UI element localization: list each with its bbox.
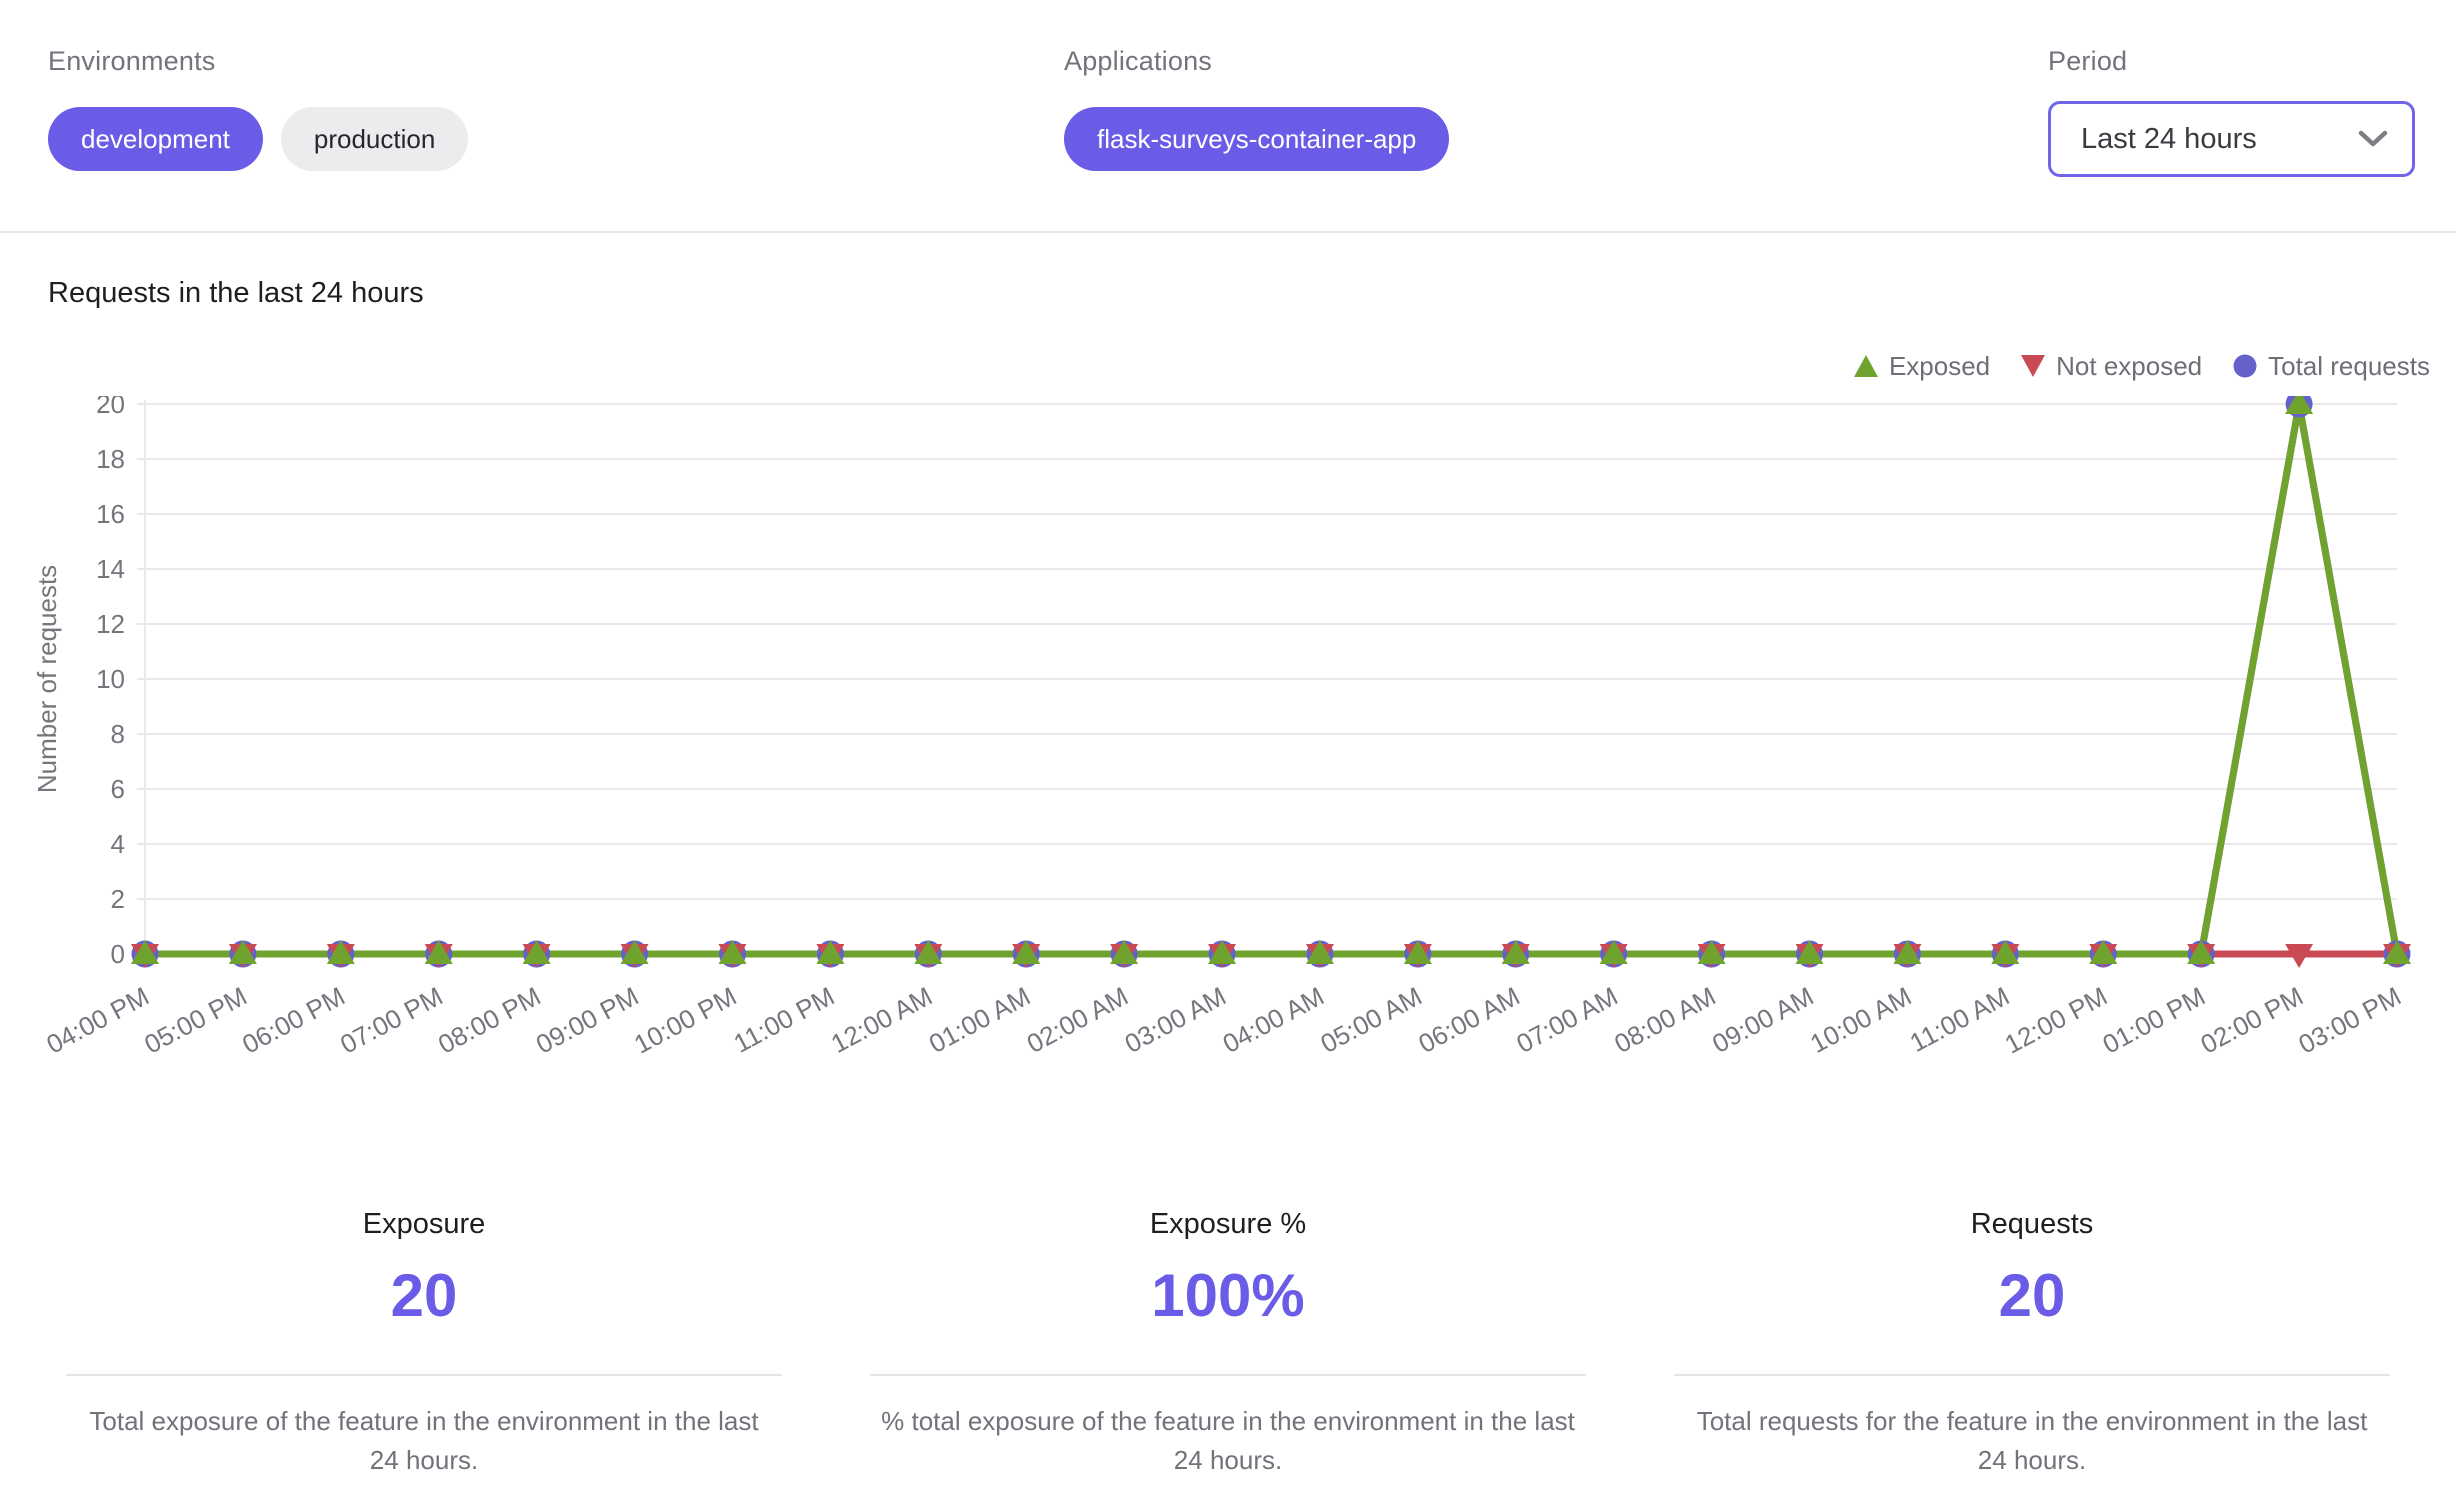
svg-text:8: 8 [111, 719, 125, 749]
application-chip-flask-surveys-container-app[interactable]: flask-surveys-container-app [1064, 107, 1450, 171]
x-tick-label: 06:00 AM [1414, 981, 1525, 1059]
x-tick-label: 08:00 AM [1609, 981, 1720, 1059]
stat-value: 100% [1151, 1262, 1305, 1329]
x-tick-label: 05:00 AM [1316, 981, 1427, 1059]
x-tick-label: 02:00 AM [1022, 981, 1133, 1059]
applications-label: Applications [1064, 46, 1212, 76]
x-tick-label: 07:00 PM [335, 981, 447, 1060]
environment-chip-development[interactable]: development [48, 107, 263, 171]
x-tick-label: 10:00 PM [629, 981, 741, 1060]
stat-title: Exposure [362, 1208, 486, 1240]
filter-applications: Applications flask-surveys-container-app [1064, 46, 2048, 171]
svg-text:20: 20 [96, 396, 125, 419]
legend-item-total-requests[interactable]: Total requests [2232, 351, 2430, 382]
stat-card-exposure-percent: Exposure % 100% % total exposure of the … [870, 1208, 1586, 1480]
x-tick-label: 10:00 AM [1805, 981, 1916, 1059]
x-tick-label: 09:00 PM [531, 981, 643, 1060]
stats-row: Exposure 20 Total exposure of the featur… [0, 1208, 2456, 1480]
triangle-down-icon [2021, 355, 2046, 377]
environments-label: Environments [48, 46, 216, 76]
legend-label: Exposed [1888, 350, 1991, 381]
svg-text:12: 12 [96, 609, 125, 639]
stat-description: % total exposure of the feature in the e… [881, 1406, 1575, 1475]
environment-chips: development production [48, 107, 1064, 171]
period-select[interactable]: Last 24 hours [2048, 101, 2415, 177]
y-axis-label: Number of requests [32, 565, 62, 793]
chevron-down-icon [2358, 130, 2388, 147]
x-tick-label: 07:00 AM [1511, 981, 1622, 1059]
x-tick-label: 02:00 PM [2196, 981, 2308, 1060]
chart-legend: Exposed Not exposed Total requests [0, 350, 2430, 382]
application-chips: flask-surveys-container-app [1064, 107, 2048, 171]
legend-item-not-exposed[interactable]: Not exposed [2020, 351, 2202, 382]
svg-text:6: 6 [111, 774, 125, 804]
legend-item-exposed[interactable]: Exposed [1853, 351, 1990, 382]
circle-icon [2233, 354, 2257, 378]
x-tick-label: 08:00 PM [433, 981, 545, 1060]
filter-environments: Environments development production [48, 46, 1064, 171]
x-tick-label: 11:00 PM [729, 981, 840, 1059]
period-select-value: Last 24 hours [2081, 122, 2257, 155]
x-tick-label: 09:00 AM [1707, 981, 1818, 1059]
svg-text:16: 16 [96, 499, 125, 529]
stat-divider [870, 1374, 1586, 1376]
filters-bar: Environments development production Appli… [0, 0, 2456, 177]
stat-value: 20 [1998, 1262, 2066, 1329]
requests-line-chart: 0 2 4 6 8 10 12 14 16 18 20 Number of requests 04:00… [32, 396, 2411, 1060]
svg-text:14: 14 [96, 554, 125, 584]
stat-description: Total exposure of the feature in the env… [89, 1406, 759, 1475]
stat-divider [66, 1374, 782, 1376]
x-tick-label: 11:00 AM [1905, 981, 2014, 1058]
stat-description: Total requests for the feature in the en… [1696, 1406, 2368, 1475]
svg-text:0: 0 [111, 939, 125, 969]
metrics-chart-section: Requests in the last 24 hours Exposed Not… [0, 277, 2456, 1096]
svg-text:4: 4 [111, 829, 125, 859]
stat-card-exposure: Exposure 20 Total exposure of the featur… [66, 1208, 782, 1480]
svg-text:18: 18 [96, 444, 125, 474]
section-divider [0, 231, 2456, 233]
stat-value: 20 [390, 1262, 458, 1329]
legend-label: Total requests [2268, 350, 2430, 381]
chart-title: Requests in the last 24 hours [48, 277, 424, 309]
period-label: Period [2048, 46, 2128, 76]
x-tick-label: 01:00 AM [924, 981, 1035, 1059]
x-tick-label: 06:00 PM [237, 981, 349, 1060]
stat-card-requests: Requests 20 Total requests for the featu… [1674, 1208, 2390, 1480]
environment-chip-production[interactable]: production [280, 107, 469, 171]
x-tick-label: 12:00 AM [826, 981, 937, 1059]
svg-text:10: 10 [96, 664, 125, 694]
filter-period: Period Last 24 hours [2048, 46, 2415, 177]
x-tick-label: 05:00 PM [139, 981, 251, 1060]
x-tick-label: 04:00 PM [41, 981, 153, 1060]
x-tick-label: 03:00 AM [1120, 981, 1231, 1059]
triangle-up-icon [1853, 355, 1878, 377]
stat-title: Requests [1970, 1208, 2094, 1240]
x-tick-label: 03:00 PM [2293, 981, 2405, 1060]
legend-label: Not exposed [2056, 350, 2203, 381]
x-tick-label: 12:00 PM [2000, 981, 2112, 1060]
svg-text:2: 2 [111, 884, 125, 914]
stat-divider [1674, 1374, 2390, 1376]
x-tick-label: 01:00 PM [2098, 981, 2210, 1060]
stat-title: Exposure % [1149, 1208, 1307, 1240]
x-tick-label: 04:00 AM [1218, 981, 1329, 1059]
